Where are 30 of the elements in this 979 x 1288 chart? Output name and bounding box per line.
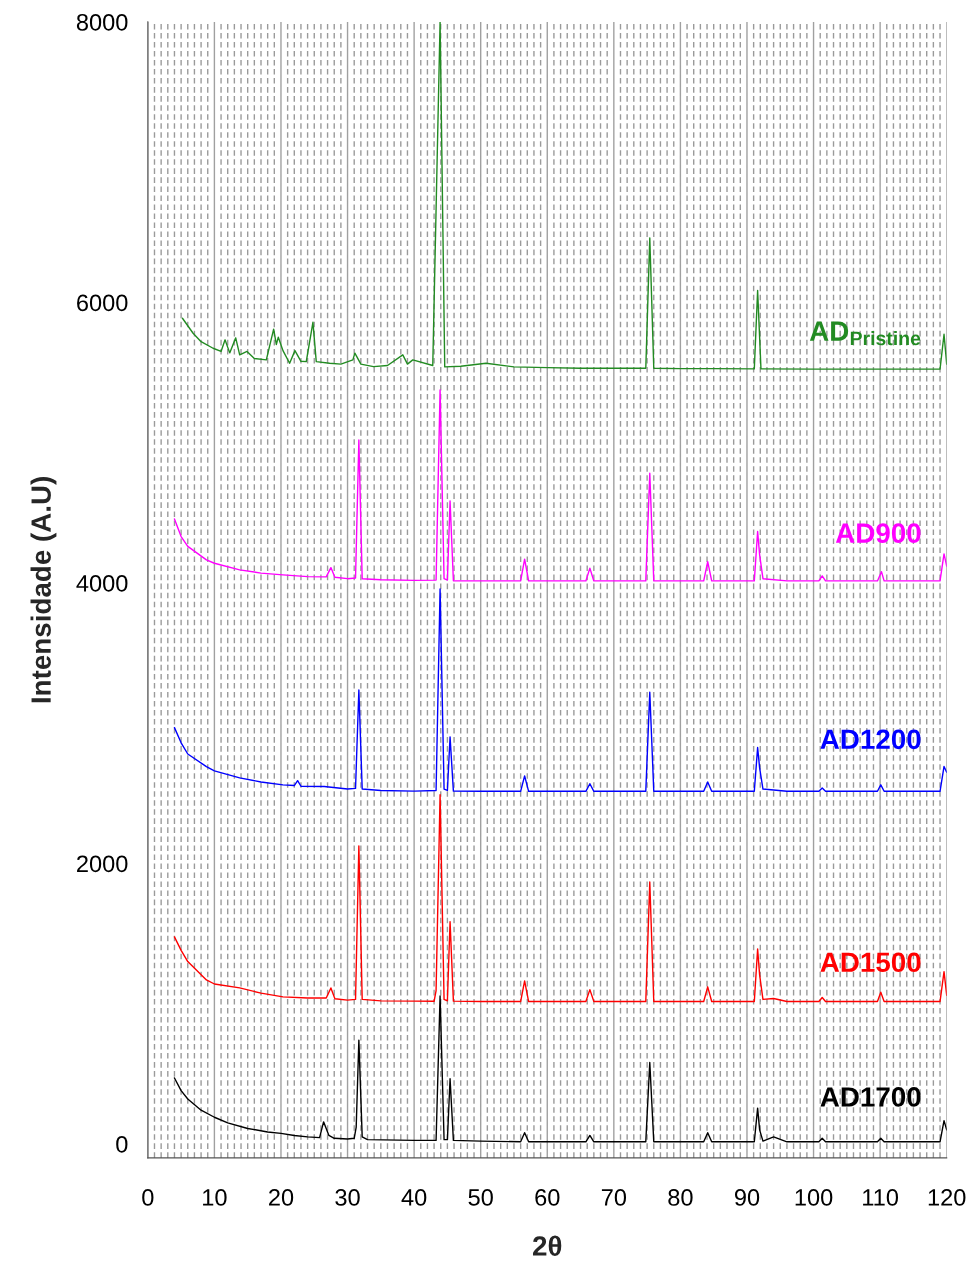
x-tick-label: 50 <box>468 1189 493 1206</box>
line-series <box>173 793 947 1003</box>
x-tick-label: 80 <box>668 1189 693 1206</box>
x-tick-label: 110 <box>863 1189 899 1206</box>
x-axis-title: 2θ <box>532 1235 562 1256</box>
y-tick-label: 2000 <box>77 855 128 873</box>
x-tick-label: 20 <box>269 1189 294 1206</box>
y-axis-title: Intensidade (A.U) <box>30 477 57 703</box>
y-tick-label: 0 <box>116 1135 128 1153</box>
line-series <box>173 588 947 792</box>
series-label: AD1500 <box>820 952 921 973</box>
series-label: AD1200 <box>820 729 921 750</box>
y-tick-label: 8000 <box>76 13 128 31</box>
x-tick-label: 60 <box>535 1189 560 1206</box>
x-tick-label: 70 <box>601 1189 627 1206</box>
x-tick-label: 120 <box>928 1189 966 1206</box>
y-tick-label: 4000 <box>76 574 128 592</box>
series-label: AD1700 <box>820 1087 921 1107</box>
series-label: AD900 <box>835 523 921 543</box>
x-tick-label: 30 <box>335 1189 360 1206</box>
x-tick-label: 90 <box>734 1189 760 1206</box>
series-label: AD$_{Pristine}$ <box>809 321 921 346</box>
x-tick-label: 10 <box>203 1189 227 1206</box>
x-tick-label: 40 <box>401 1189 427 1206</box>
line-series <box>173 389 947 582</box>
x-tick-label: 100 <box>795 1189 833 1206</box>
x-tick-label: 0 <box>142 1189 154 1206</box>
line-series <box>181 21 947 370</box>
y-tick-label: 6000 <box>77 294 128 312</box>
line-series <box>173 995 947 1143</box>
